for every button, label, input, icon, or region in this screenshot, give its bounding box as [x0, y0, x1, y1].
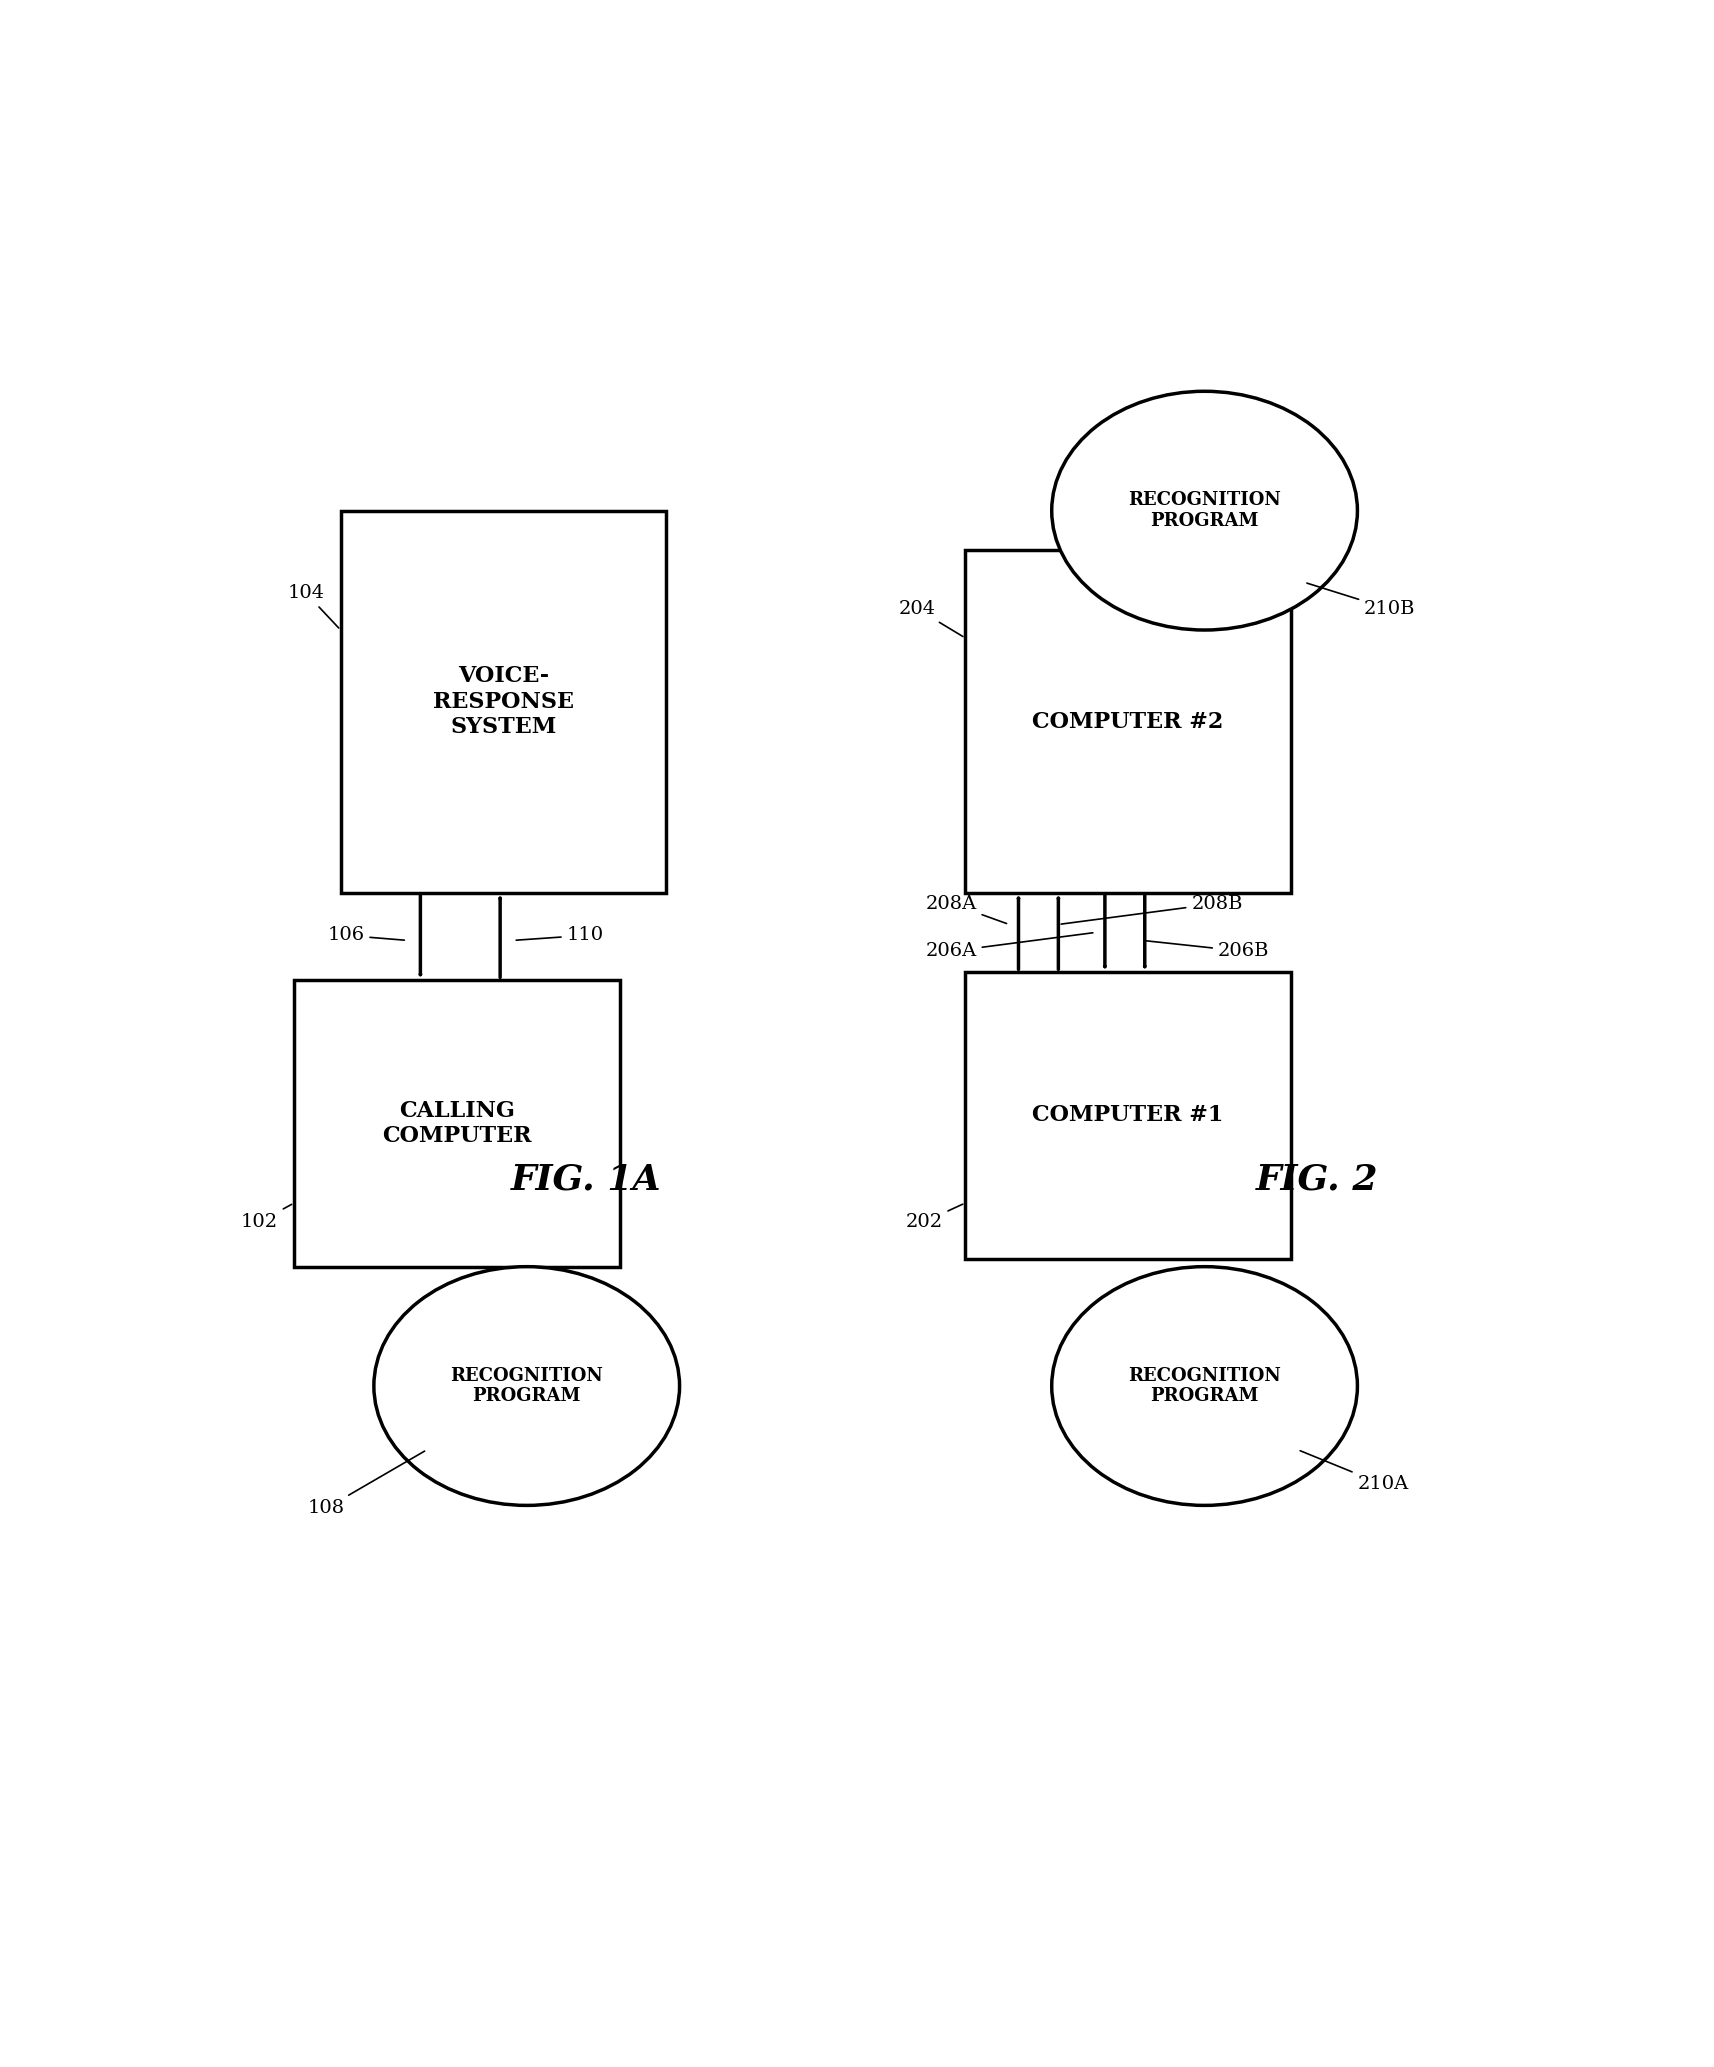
Ellipse shape	[1051, 1267, 1357, 1505]
Text: 208A: 208A	[926, 895, 1006, 924]
Text: 210A: 210A	[1299, 1451, 1407, 1494]
Text: 208B: 208B	[1061, 895, 1243, 924]
Text: COMPUTER #1: COMPUTER #1	[1032, 1104, 1224, 1127]
Text: 206A: 206A	[926, 932, 1092, 961]
Text: CALLING
COMPUTER: CALLING COMPUTER	[382, 1100, 531, 1147]
FancyBboxPatch shape	[341, 511, 665, 893]
Text: 102: 102	[240, 1205, 291, 1230]
Text: 110: 110	[516, 926, 603, 945]
Text: 206B: 206B	[1145, 940, 1268, 961]
Text: COMPUTER #2: COMPUTER #2	[1032, 711, 1224, 732]
Ellipse shape	[1051, 391, 1357, 630]
Text: FIG. 1A: FIG. 1A	[511, 1162, 662, 1197]
Text: RECOGNITION
PROGRAM: RECOGNITION PROGRAM	[1128, 492, 1280, 529]
FancyBboxPatch shape	[295, 980, 619, 1267]
Text: 104: 104	[288, 585, 339, 628]
Text: VOICE-
RESPONSE
SYSTEM: VOICE- RESPONSE SYSTEM	[432, 666, 574, 738]
Text: 106: 106	[327, 926, 405, 945]
Text: 210B: 210B	[1306, 583, 1414, 618]
Text: RECOGNITION
PROGRAM: RECOGNITION PROGRAM	[1128, 1366, 1280, 1406]
FancyBboxPatch shape	[965, 971, 1291, 1259]
Ellipse shape	[374, 1267, 679, 1505]
FancyBboxPatch shape	[965, 550, 1291, 893]
Text: 202: 202	[905, 1205, 962, 1230]
Text: 204: 204	[898, 599, 962, 637]
Text: FIG. 2: FIG. 2	[1256, 1162, 1378, 1197]
Text: 108: 108	[307, 1451, 425, 1517]
Text: RECOGNITION
PROGRAM: RECOGNITION PROGRAM	[451, 1366, 603, 1406]
